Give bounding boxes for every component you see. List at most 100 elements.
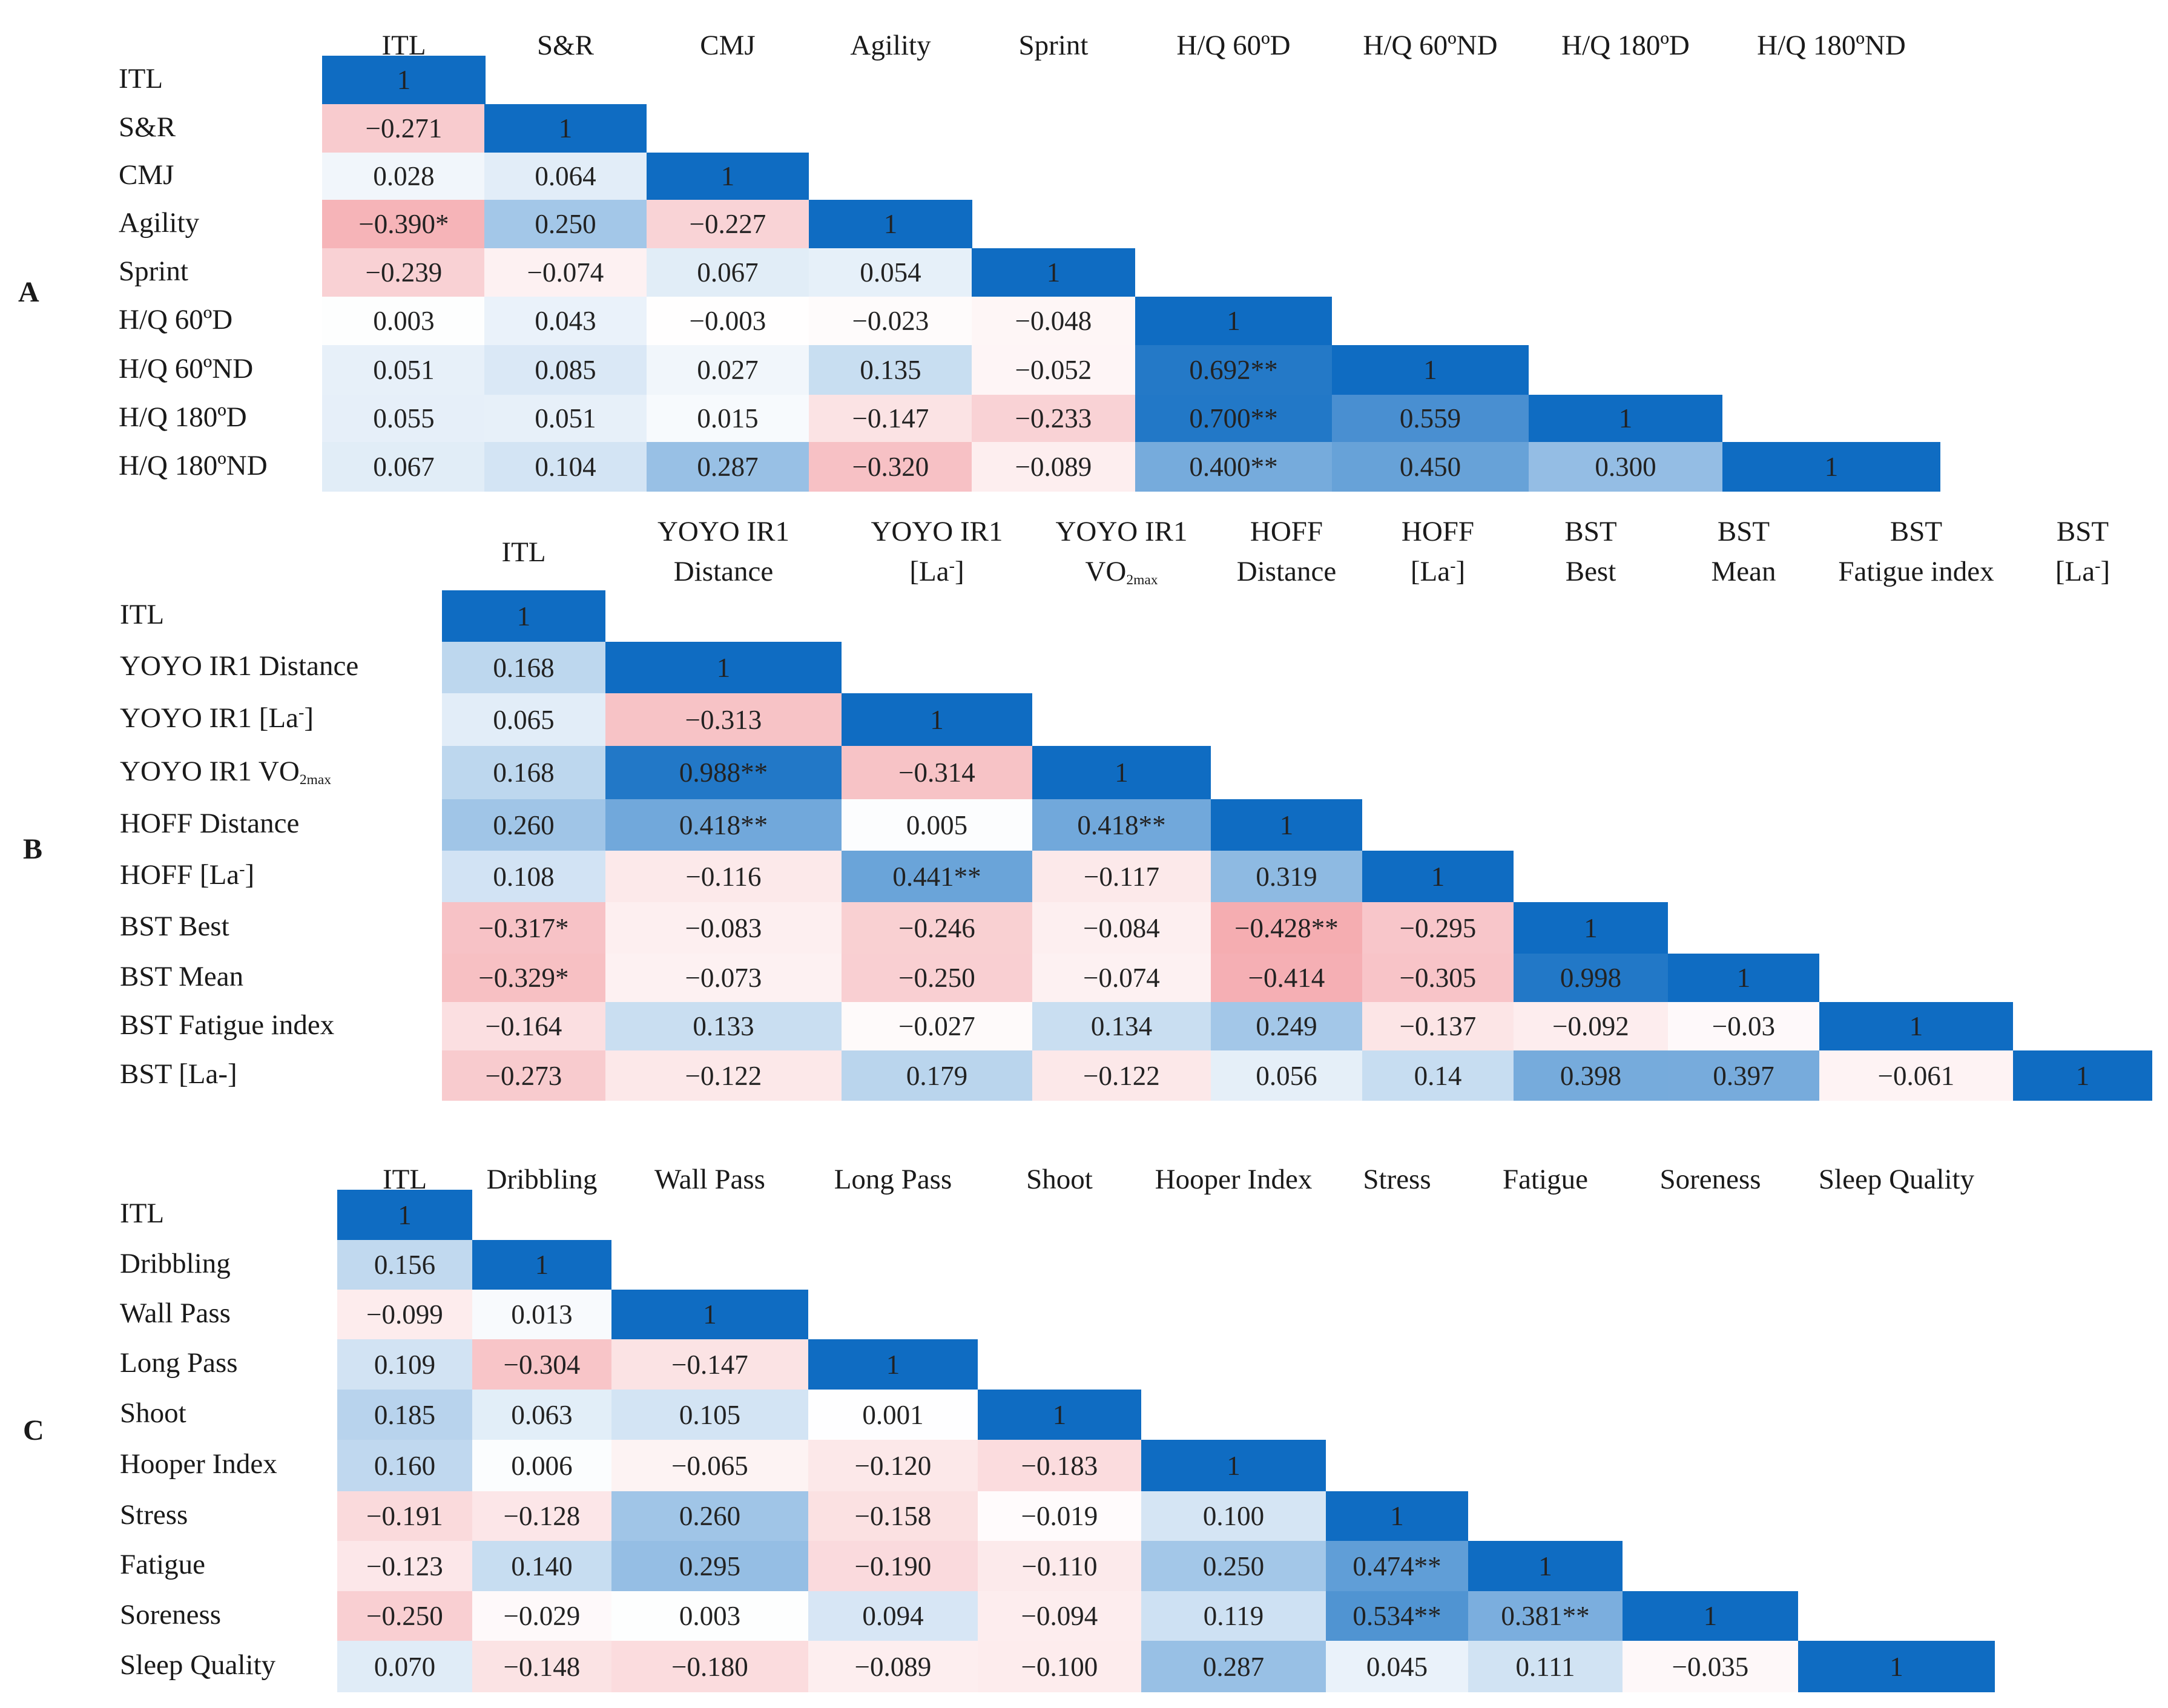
heatmap-cell: 0.398 [1514, 1050, 1668, 1101]
heatmap-cell: 0.085 [484, 345, 647, 395]
column-header: Wall Pass [654, 1164, 765, 1195]
heatmap-cell: 0.064 [484, 153, 647, 200]
column-header: Long Pass [834, 1164, 952, 1195]
heatmap-cell: −0.029 [472, 1591, 611, 1641]
column-header: H/Q 180ºND [1757, 30, 1906, 61]
heatmap-cell: 1 [1032, 746, 1211, 799]
heatmap-cell: −0.137 [1362, 1002, 1514, 1050]
column-header: S&R [536, 30, 595, 61]
heatmap-cell: 0.094 [808, 1591, 978, 1641]
row-header: BST Best [120, 911, 229, 942]
heatmap-cell: −0.239 [322, 248, 486, 297]
row-header: BST Fatigue index [120, 1009, 335, 1041]
heatmap-cell: −0.147 [611, 1339, 808, 1390]
heatmap-cell: 0.249 [1211, 1002, 1362, 1050]
heatmap-cell: 0.133 [605, 1002, 842, 1050]
heatmap-cell: 0.381** [1468, 1591, 1623, 1641]
column-header: YOYO IR1 [871, 516, 1003, 547]
heatmap-cell: 0.104 [484, 442, 647, 492]
row-header: Agility [119, 206, 200, 239]
column-header: Distance [673, 556, 774, 587]
heatmap-cell: 1 [1722, 442, 1940, 492]
heatmap-cell: −0.329* [442, 954, 605, 1002]
row-header: YOYO IR1 VO2max [120, 755, 332, 788]
column-header: Mean [1711, 556, 1776, 587]
heatmap-cell: −0.271 [322, 104, 486, 153]
column-header: Dribbling [486, 1164, 598, 1195]
heatmap-cell: 0.295 [611, 1541, 808, 1591]
column-header: H/Q 180ºD [1561, 30, 1690, 61]
heatmap-cell: −0.295 [1362, 902, 1514, 954]
heatmap-cell: −0.128 [472, 1491, 611, 1541]
heatmap-cell: 1 [1798, 1641, 1995, 1692]
heatmap-cell: −0.305 [1362, 954, 1514, 1002]
heatmap-cell: −0.023 [809, 297, 972, 345]
heatmap-cell: 0.003 [322, 297, 486, 345]
heatmap-cell: 0.300 [1529, 442, 1722, 492]
heatmap-cell: 0.140 [472, 1541, 611, 1591]
heatmap-cell: −0.122 [1032, 1050, 1211, 1101]
heatmap-cell: 0.168 [442, 746, 605, 799]
heatmap-cell: 0.056 [1211, 1050, 1362, 1101]
heatmap-cell: −0.190 [808, 1541, 978, 1591]
column-header: YOYO IR1 [1055, 516, 1188, 547]
column-header: Distance [1236, 556, 1337, 587]
row-header: ITL [120, 599, 165, 630]
heatmap-cell: 1 [809, 200, 972, 248]
row-header: H/Q 180ºND [119, 449, 268, 481]
heatmap-cell: 0.135 [809, 345, 972, 395]
heatmap-cell: 0.063 [472, 1390, 611, 1440]
column-header: Shoot [1026, 1164, 1093, 1195]
row-header: YOYO IR1 Distance [120, 650, 359, 682]
row-header: Wall Pass [120, 1297, 231, 1329]
row-header: BST [La-] [120, 1058, 237, 1090]
row-header: Stress [120, 1499, 188, 1531]
heatmap-cell: 1 [1529, 395, 1722, 442]
heatmap-cell: −0.183 [978, 1440, 1141, 1491]
column-header: Soreness [1659, 1164, 1761, 1195]
heatmap-cell: −0.084 [1032, 902, 1211, 954]
heatmap-cell: 1 [611, 1290, 808, 1339]
heatmap-cell: −0.074 [1032, 954, 1211, 1002]
heatmap-cell: 1 [808, 1339, 978, 1390]
heatmap-cell: 1 [472, 1240, 611, 1290]
heatmap-cell: 1 [1514, 902, 1668, 954]
heatmap-cell: 0.067 [322, 442, 486, 492]
column-header: VO2max [1085, 556, 1158, 588]
heatmap-cell: −0.158 [808, 1491, 978, 1541]
panel-label-c: C [23, 1414, 44, 1446]
column-header: Sprint [1018, 30, 1089, 61]
row-header: H/Q 60ºD [119, 303, 233, 335]
heatmap-cell: 1 [647, 153, 809, 200]
heatmap-cell: −0.048 [972, 297, 1135, 345]
heatmap-cell: 0.006 [472, 1440, 611, 1491]
column-header: Fatigue index [1838, 556, 1994, 587]
heatmap-cell: −0.027 [842, 1002, 1032, 1050]
heatmap-cell: 1 [1211, 799, 1362, 851]
heatmap-cell: 0.400** [1135, 442, 1332, 492]
heatmap-cell: 0.988** [605, 746, 842, 799]
heatmap-cell: −0.250 [337, 1591, 472, 1641]
heatmap-cell: 0.160 [337, 1440, 472, 1491]
heatmap-cell: 1 [442, 590, 605, 642]
heatmap-cell: −0.313 [605, 693, 842, 746]
heatmap-cell: 0.065 [442, 693, 605, 746]
heatmap-cell: 1 [842, 693, 1032, 746]
row-header: Long Pass [120, 1347, 238, 1379]
column-header: YOYO IR1 [657, 516, 790, 547]
column-header: BST [1564, 516, 1617, 547]
heatmap-cell: 0.015 [647, 395, 809, 442]
column-header: BST [1890, 516, 1943, 547]
heatmap-cell: 1 [605, 642, 842, 693]
heatmap-cell: −0.148 [472, 1641, 611, 1692]
heatmap-cell: −0.428** [1211, 902, 1362, 954]
heatmap-cell: 0.168 [442, 642, 605, 693]
heatmap-cell: −0.019 [978, 1491, 1141, 1541]
column-header: Hooper Index [1155, 1164, 1313, 1195]
heatmap-cell: −0.100 [978, 1641, 1141, 1692]
heatmap-cell: 0.105 [611, 1390, 808, 1440]
heatmap-cell: 1 [1819, 1002, 2013, 1050]
heatmap-cell: 1 [1623, 1591, 1798, 1641]
heatmap-cell: −0.110 [978, 1541, 1141, 1591]
heatmap-cell: 0.156 [337, 1240, 472, 1290]
